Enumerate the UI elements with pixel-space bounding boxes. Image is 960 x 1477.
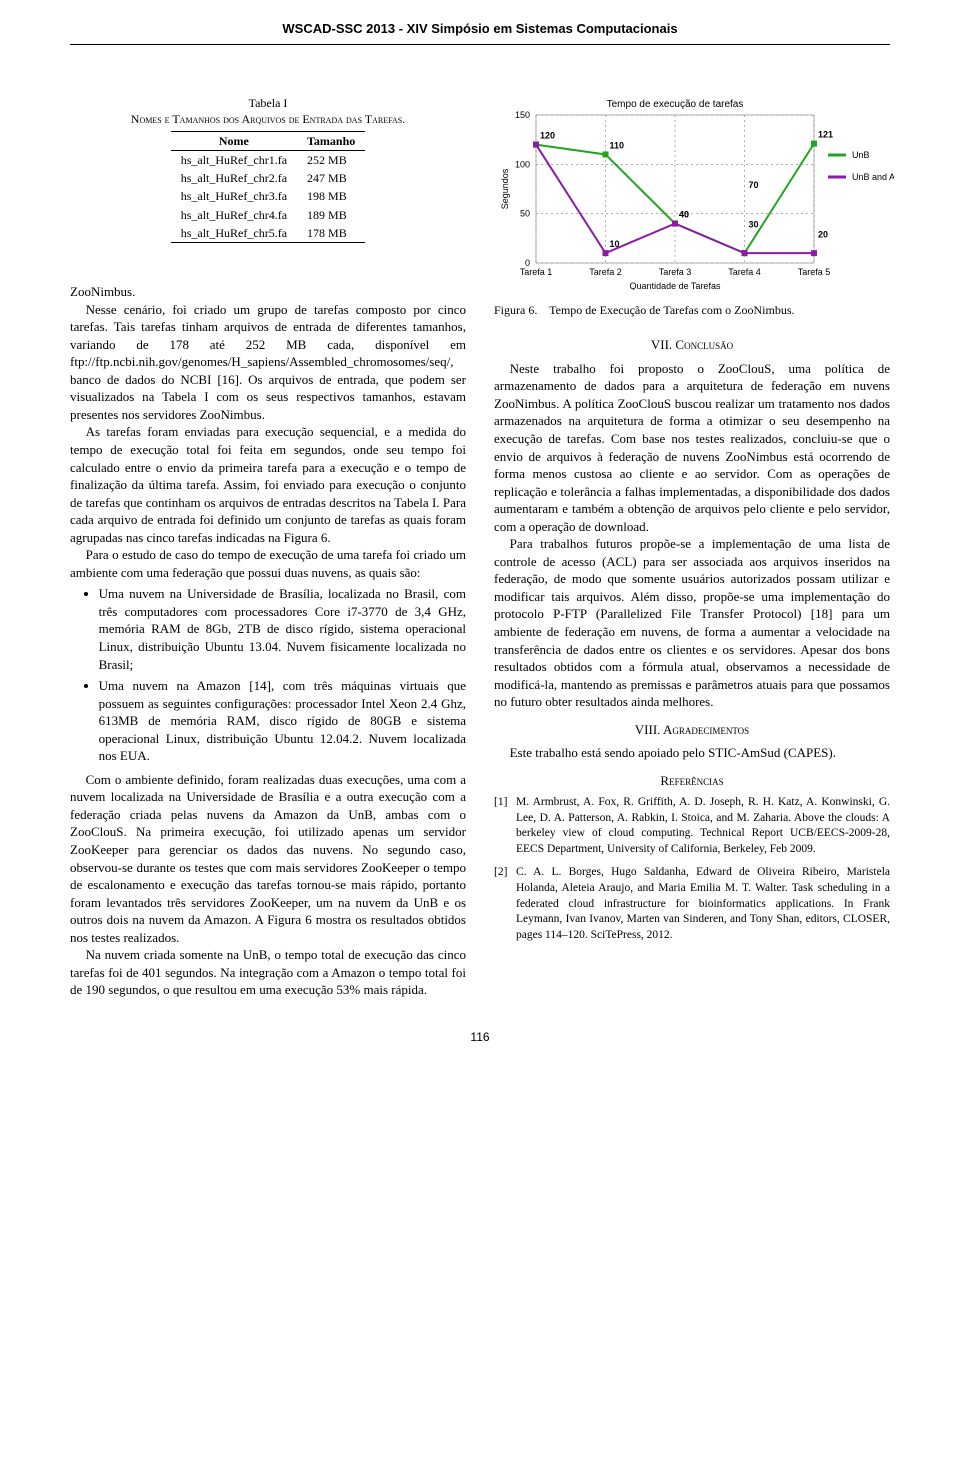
svg-text:Quantidade de Tarefas: Quantidade de Tarefas bbox=[630, 281, 721, 290]
conference-header: WSCAD-SSC 2013 - XIV Simpósio em Sistema… bbox=[70, 20, 890, 45]
reference-item: [1] M. Armbrust, A. Fox, R. Griffith, A.… bbox=[494, 795, 890, 857]
list-item: Uma nuvem na Universidade de Brasília, l… bbox=[99, 585, 466, 673]
table1-col-nome: Nome bbox=[171, 131, 297, 150]
svg-text:30: 30 bbox=[749, 219, 759, 229]
svg-text:Segundos: Segundos bbox=[500, 168, 510, 209]
table-row: hs_alt_HuRef_chr2.fa247 MB bbox=[171, 169, 366, 187]
references-title: Referências bbox=[494, 772, 890, 790]
ref-number: [1] bbox=[494, 795, 516, 857]
svg-text:110: 110 bbox=[610, 140, 625, 150]
right-column: Tempo de execução de tarefas050100150Tar… bbox=[494, 95, 890, 999]
left-p1: ZooNimbus. bbox=[70, 283, 466, 301]
section8-title: VIII. Agradecimentos bbox=[494, 721, 890, 739]
table1-col-tamanho: Tamanho bbox=[297, 131, 365, 150]
reference-item: [2] C. A. L. Borges, Hugo Saldanha, Edwa… bbox=[494, 865, 890, 943]
section7-title: VII. Conclusão bbox=[494, 336, 890, 354]
table1-caption-line1: Tabela I bbox=[249, 96, 288, 110]
ref-body: M. Armbrust, A. Fox, R. Griffith, A. D. … bbox=[516, 795, 890, 857]
table-row: hs_alt_HuRef_chr4.fa189 MB bbox=[171, 206, 366, 224]
svg-text:150: 150 bbox=[515, 110, 530, 120]
list-item: Uma nuvem na Amazon [14], com três máqui… bbox=[99, 677, 466, 765]
left-p4: Para o estudo de caso do tempo de execuç… bbox=[70, 546, 466, 581]
references-list: [1] M. Armbrust, A. Fox, R. Griffith, A.… bbox=[494, 795, 890, 943]
svg-text:121: 121 bbox=[818, 129, 833, 139]
svg-text:Tarefa 3: Tarefa 3 bbox=[659, 267, 692, 277]
figure6-chart: Tempo de execução de tarefas050100150Tar… bbox=[494, 95, 890, 295]
table1-caption: Tabela I Nomes e Tamanhos dos Arquivos d… bbox=[70, 95, 466, 127]
svg-text:40: 40 bbox=[679, 209, 689, 219]
figure6-caption-label: Figura 6. bbox=[494, 303, 537, 317]
table-row: hs_alt_HuRef_chr1.fa252 MB bbox=[171, 151, 366, 170]
figure6-caption-text: Tempo de Execução de Tarefas com o ZooNi… bbox=[549, 303, 794, 317]
table1-caption-line2: Nomes e Tamanhos dos Arquivos de Entrada… bbox=[131, 112, 405, 126]
svg-text:20: 20 bbox=[818, 229, 828, 239]
sec7-p1: Neste trabalho foi proposto o ZooClouS, … bbox=[494, 360, 890, 535]
table-row: hs_alt_HuRef_chr5.fa178 MB bbox=[171, 224, 366, 243]
svg-text:Tarefa 2: Tarefa 2 bbox=[589, 267, 622, 277]
sec7-p2: Para trabalhos futuros propõe-se a imple… bbox=[494, 535, 890, 710]
left-p6: Na nuvem criada somente na UnB, o tempo … bbox=[70, 946, 466, 999]
svg-text:Tarefa 1: Tarefa 1 bbox=[520, 267, 553, 277]
svg-text:10: 10 bbox=[610, 239, 620, 249]
left-p5: Com o ambiente definido, foram realizada… bbox=[70, 771, 466, 946]
svg-text:UnB and Amazon: UnB and Amazon bbox=[852, 172, 894, 182]
svg-text:100: 100 bbox=[515, 159, 530, 169]
environment-list: Uma nuvem na Universidade de Brasília, l… bbox=[70, 585, 466, 764]
left-p3: As tarefas foram enviadas para execução … bbox=[70, 423, 466, 546]
svg-text:70: 70 bbox=[749, 179, 759, 189]
sec8-p1: Este trabalho está sendo apoiado pelo ST… bbox=[494, 744, 890, 762]
svg-text:120: 120 bbox=[540, 130, 555, 140]
svg-text:Tarefa 4: Tarefa 4 bbox=[728, 267, 761, 277]
table1: Nome Tamanho hs_alt_HuRef_chr1.fa252 MB … bbox=[171, 131, 366, 243]
page-number: 116 bbox=[70, 1029, 890, 1045]
left-column: Tabela I Nomes e Tamanhos dos Arquivos d… bbox=[70, 95, 466, 999]
left-p2: Nesse cenário, foi criado um grupo de ta… bbox=[70, 301, 466, 424]
figure6-caption: Figura 6. Tempo de Execução de Tarefas c… bbox=[494, 302, 890, 318]
svg-text:50: 50 bbox=[520, 208, 530, 218]
ref-body: C. A. L. Borges, Hugo Saldanha, Edward d… bbox=[516, 865, 890, 943]
ref-number: [2] bbox=[494, 865, 516, 943]
svg-text:Tarefa 5: Tarefa 5 bbox=[798, 267, 831, 277]
table-row: hs_alt_HuRef_chr3.fa198 MB bbox=[171, 187, 366, 205]
svg-text:Tempo de execução de tarefas: Tempo de execução de tarefas bbox=[607, 99, 744, 110]
svg-text:UnB: UnB bbox=[852, 150, 870, 160]
